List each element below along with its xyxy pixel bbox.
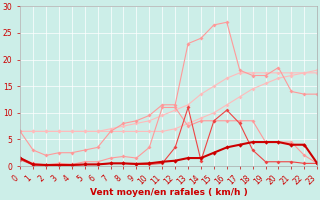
X-axis label: Vent moyen/en rafales ( km/h ): Vent moyen/en rafales ( km/h ) [90, 188, 248, 197]
